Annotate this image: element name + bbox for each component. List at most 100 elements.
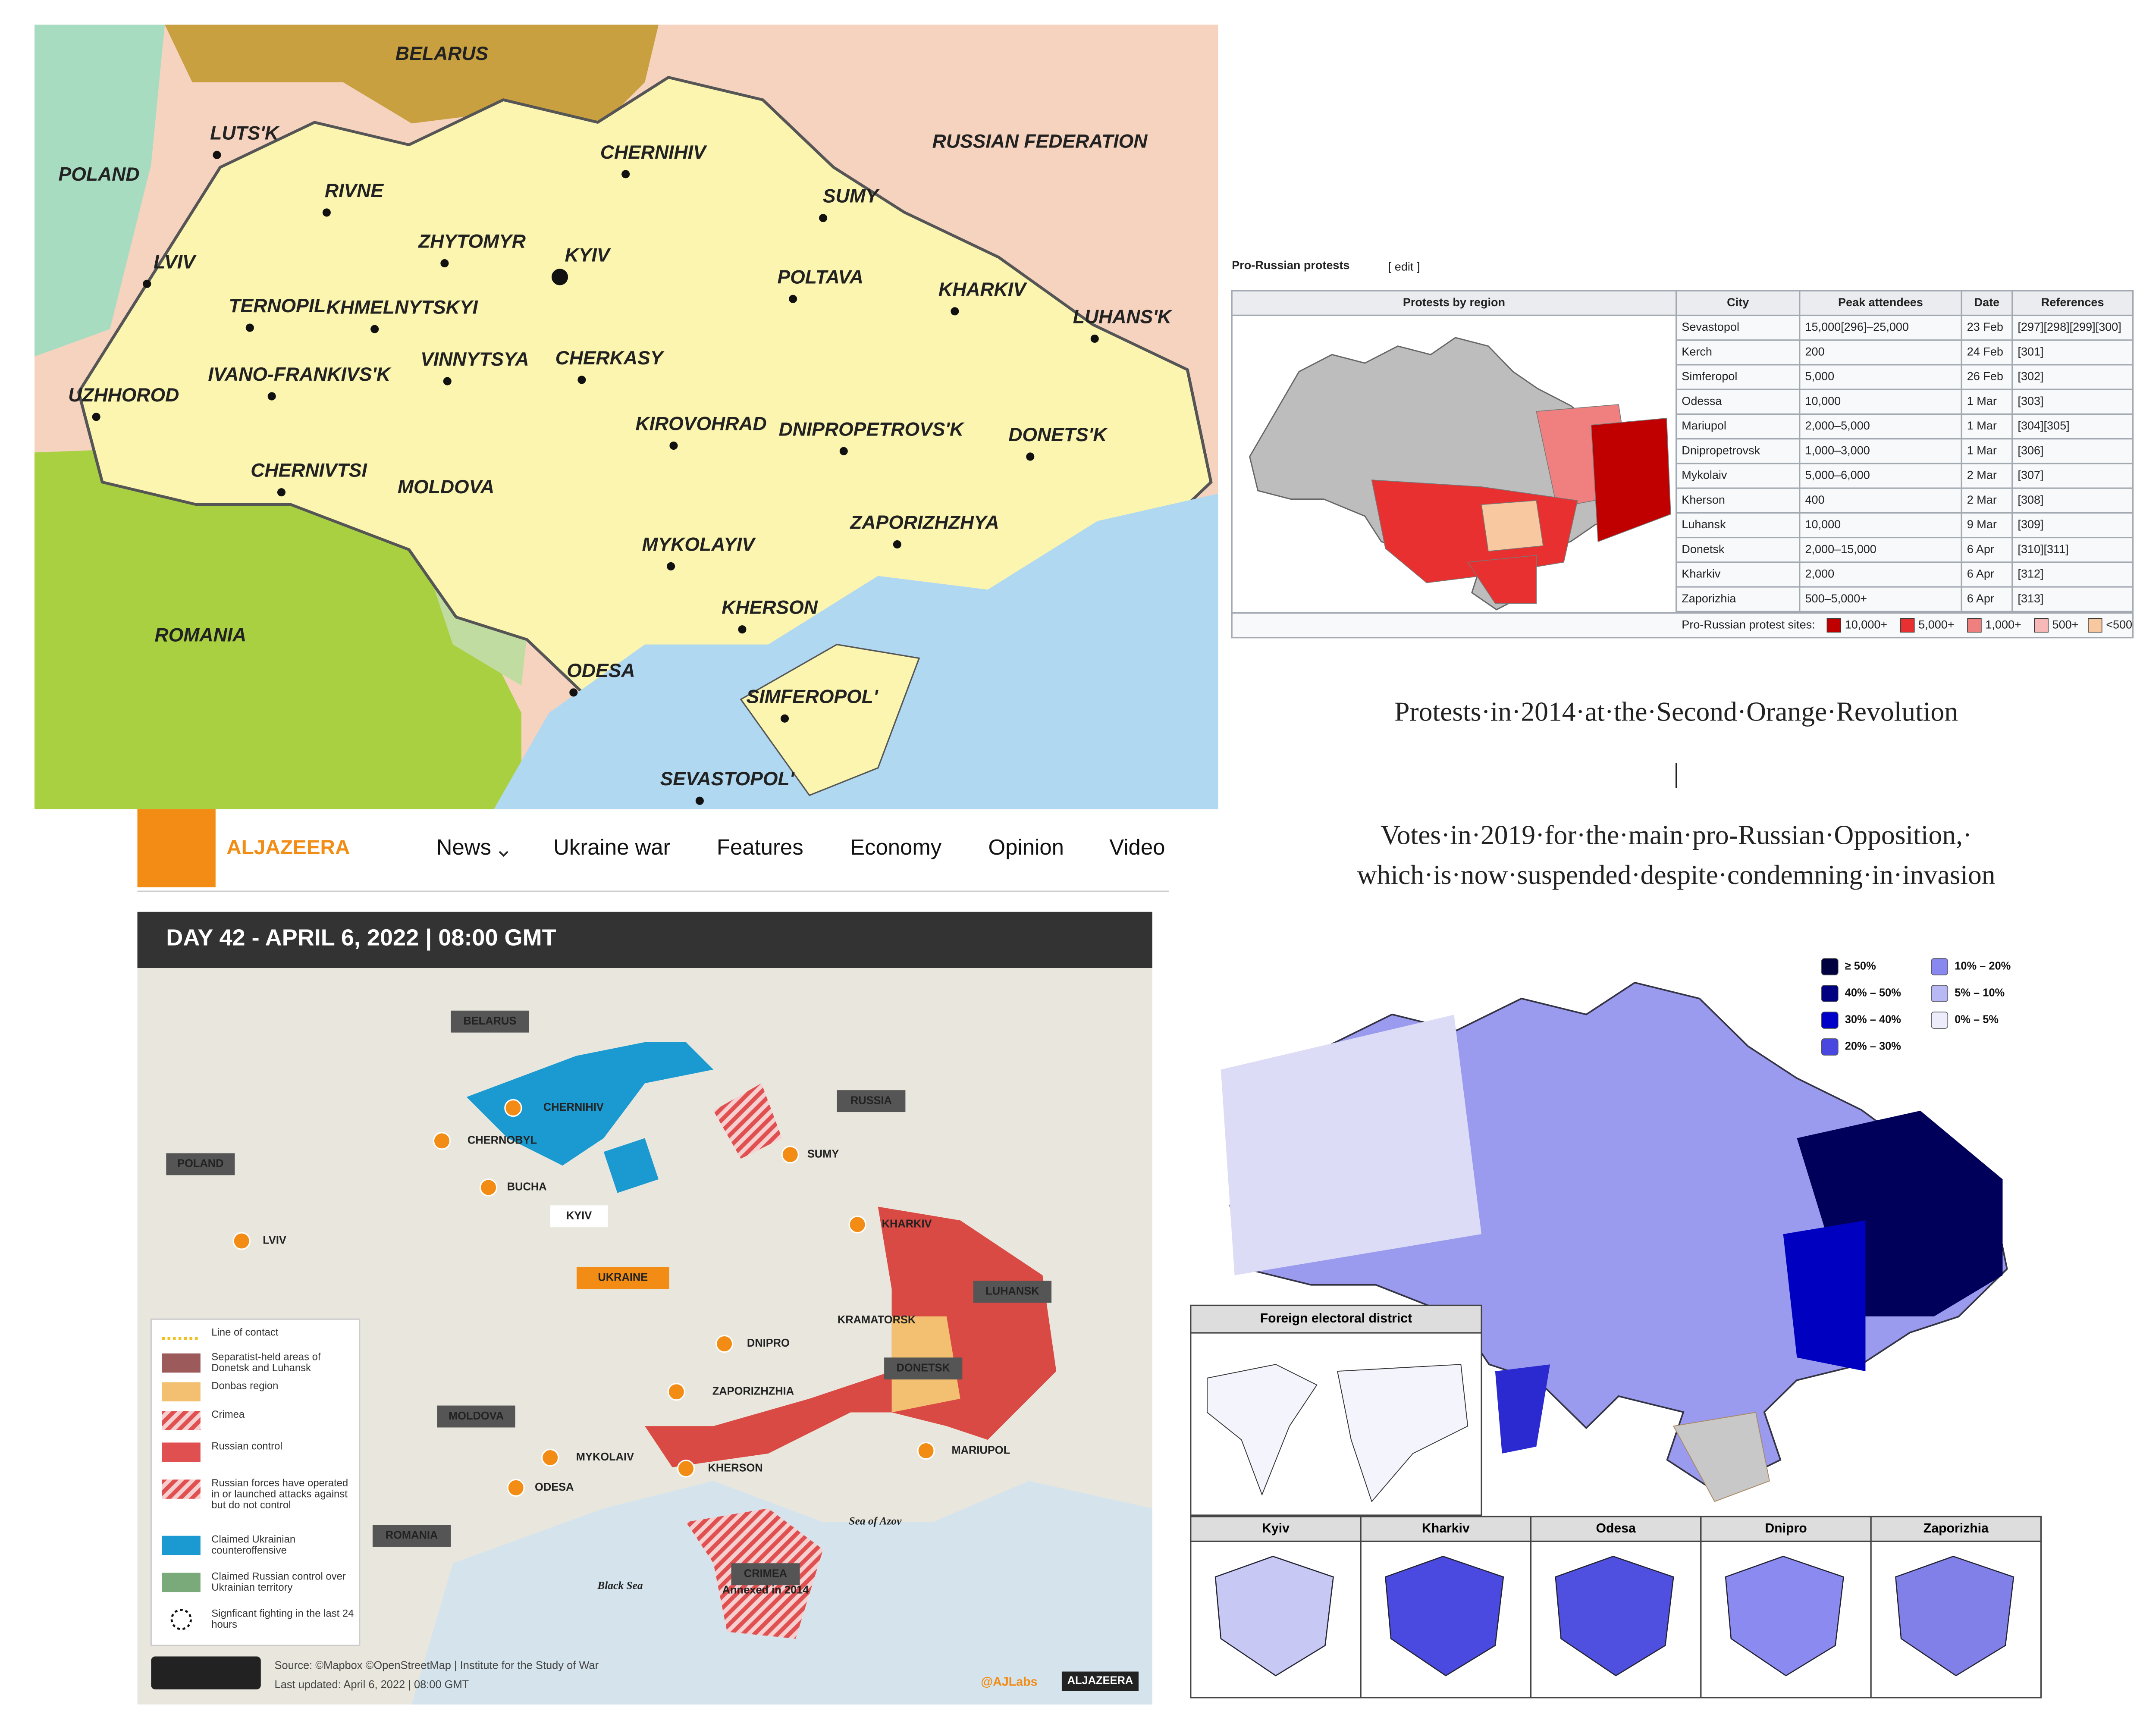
table-cell[interactable]: Kherson: [1682, 493, 1725, 506]
caption: Votes·in·2019·for·the·main·pro-Russian·O…: [1381, 820, 1972, 850]
table-cell[interactable]: [307]: [2018, 469, 2043, 482]
table-cell[interactable]: Luhansk: [1682, 518, 1726, 531]
city-dot: [839, 447, 848, 455]
table-cell: 2 Mar: [1967, 469, 1997, 482]
nav-item[interactable]: Opinion: [988, 835, 1064, 859]
inset-head: [1700, 1516, 1872, 1542]
wiki-table: Pro-Russian protests [ edit ] Protests by …: [1231, 259, 2134, 639]
legend-text: Russian control: [211, 1441, 282, 1452]
table-cell[interactable]: Kerch: [1682, 345, 1712, 358]
header-bg: [1231, 290, 2134, 316]
table-cell: 10,000: [1805, 518, 1841, 531]
inset-shape: [1214, 1556, 1334, 1676]
header-cell: Peak attendees: [1838, 296, 1923, 309]
nav-item[interactable]: News: [436, 835, 491, 859]
nav-item[interactable]: Economy: [850, 835, 942, 859]
place-label: UKRAINE: [598, 1272, 648, 1284]
table-cell: 2 Mar: [1967, 493, 1997, 506]
city-dot: [370, 325, 379, 333]
label-box: [973, 1281, 1052, 1303]
city-dot: [504, 1099, 522, 1117]
label-box: [550, 1205, 608, 1228]
table-cell: 6 Apr: [1967, 592, 1994, 605]
legend-label: Pro-Russian protest sites:: [1682, 618, 1815, 631]
table-cell: 5,000–6,000: [1805, 469, 1870, 482]
place-label: Annexed in 2014: [722, 1584, 810, 1596]
table-cell: 2,000: [1805, 567, 1835, 580]
place-label: CHERNIHIV: [543, 1101, 604, 1113]
city-dot: [781, 1145, 799, 1164]
chevron[interactable]: [499, 851, 508, 857]
caption: Protests·in·2014·at·the·Second·Orange·Re…: [1394, 696, 1958, 727]
ukraine-map: [35, 25, 1218, 809]
table-cell[interactable]: Zaporizhia: [1682, 592, 1736, 605]
table-cell[interactable]: [308]: [2018, 493, 2043, 506]
map-labels: BELARUS RUSSIAN FEDERATION POLAND MOLDOVA RO…: [59, 43, 1173, 805]
city-label: KYIV: [565, 244, 611, 266]
city-label: CHERKASY: [555, 348, 665, 369]
war-map: [137, 968, 1152, 1705]
place-label: Black Sea: [597, 1579, 643, 1592]
city-dot: [322, 208, 331, 217]
place-label: MYKOLAIV: [576, 1451, 634, 1463]
legend-swatch: [1931, 985, 1949, 1002]
city-dot: [541, 1448, 559, 1467]
place-label: LVIV: [263, 1235, 286, 1247]
table-cell[interactable]: [302]: [2018, 370, 2043, 383]
table-cell[interactable]: Simferopol: [1682, 370, 1737, 383]
nav-item[interactable]: Features: [717, 835, 803, 859]
table-cell[interactable]: Odessa: [1682, 395, 1722, 407]
map-header-text: DAY 42 - APRIL 6, 2022 | 08:00 GMT: [166, 925, 556, 951]
table-cell[interactable]: [304][305]: [2018, 419, 2069, 432]
ukrainian-counteroffensive: [466, 1042, 714, 1166]
nav-item[interactable]: Ukraine war: [553, 835, 670, 859]
table-cell[interactable]: Kharkiv: [1682, 567, 1721, 580]
city-dot: [781, 714, 789, 723]
label-box: [837, 1090, 906, 1112]
place-label: DNIPRO: [747, 1337, 790, 1349]
table-cell[interactable]: [309]: [2018, 518, 2043, 531]
legend-swatch: [1900, 618, 1915, 633]
table-cell[interactable]: Sevastopol: [1682, 320, 1739, 333]
table-cell[interactable]: [313]: [2018, 592, 2043, 605]
place-label: Sea of Azov: [849, 1515, 902, 1527]
table-cell: 1 Mar: [1967, 419, 1997, 432]
protest-region: [1481, 500, 1544, 552]
edit-link[interactable]: [ edit ]: [1388, 260, 1420, 273]
legend-swatch: [1821, 1012, 1839, 1029]
place-label: KHARKIV: [882, 1218, 932, 1230]
table-cell[interactable]: [312]: [2018, 567, 2043, 580]
table-cell[interactable]: Mariupol: [1682, 419, 1726, 432]
table-cell[interactable]: [306]: [2018, 444, 2043, 457]
city-dot: [577, 376, 586, 384]
city-label: POLTAVA: [777, 266, 863, 288]
city-dot: [267, 392, 276, 401]
city-dot: [1090, 334, 1099, 343]
table-cell[interactable]: [301]: [2018, 345, 2043, 358]
table-cell[interactable]: Donetsk: [1682, 542, 1725, 555]
city-label: RIVNE: [325, 180, 384, 201]
city-dot: [715, 1335, 734, 1353]
inset-title: Zaporizhia: [1923, 1521, 1989, 1535]
table-cell[interactable]: Mykolaiv: [1682, 469, 1727, 482]
country-label: ROMANIA: [154, 624, 246, 646]
table-cell: 200: [1805, 345, 1825, 358]
place-label: KRAMATORSK: [838, 1314, 916, 1326]
table-cell[interactable]: [303]: [2018, 395, 2043, 407]
table-cell[interactable]: [297][298][299][300]: [2018, 320, 2121, 333]
aljazeera: ALJAZEERA News Ukraine war Features Economy O…: [162, 835, 1165, 1691]
inset-head: [1870, 1516, 2042, 1542]
legend-text: Russian forces have operated in or launc…: [211, 1478, 348, 1511]
city-dot: [819, 214, 828, 222]
legend-swatch: [1967, 618, 1982, 633]
city-dot: [621, 170, 630, 179]
legend-text: ≥ 50%: [1845, 960, 1876, 972]
legend-text: Crimea: [211, 1410, 245, 1421]
odesa-region: [1495, 1364, 1550, 1454]
table-cell[interactable]: [310][311]: [2018, 542, 2068, 555]
nav-item[interactable]: Video: [1109, 835, 1165, 859]
table-cell[interactable]: Dnipropetrovsk: [1682, 444, 1760, 457]
city-label: CHERNIVTSI: [251, 460, 367, 481]
votes-map: [1190, 983, 2007, 1516]
